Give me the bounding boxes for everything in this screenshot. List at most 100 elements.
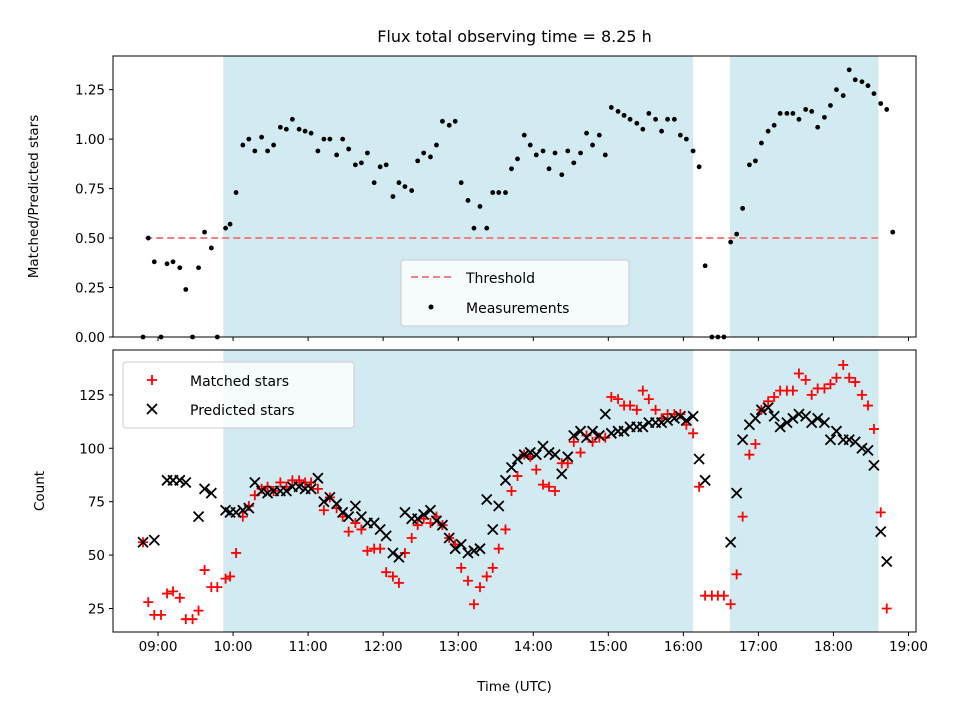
- matched-star-point: [725, 599, 736, 610]
- matched-star-point: [694, 481, 705, 492]
- matched-star-point: [587, 436, 598, 447]
- matched-star-point: [343, 526, 354, 537]
- predicted-star-point: [724, 536, 737, 548]
- predicted-star-point: [806, 416, 818, 429]
- measurement-point: [865, 83, 871, 89]
- measurement-point: [602, 152, 608, 158]
- predicted-star-point: [192, 510, 205, 523]
- matched-star-point: [531, 464, 542, 475]
- measurement-point: [565, 148, 571, 154]
- measurement-point: [365, 150, 370, 156]
- measurement-point: [402, 184, 408, 190]
- predicted-star-point: [655, 416, 668, 429]
- measurement-point: [246, 136, 252, 142]
- legend-predicted-swatch: [146, 403, 158, 415]
- measurement-point: [233, 190, 239, 195]
- matched-star-point: [220, 573, 231, 584]
- x-tick-label: 11:00: [289, 639, 328, 655]
- measurement-point: [640, 126, 646, 132]
- measurement-point: [753, 158, 758, 164]
- measurement-point: [822, 114, 827, 120]
- matched-star-point: [231, 547, 242, 558]
- predicted-star-point: [737, 434, 749, 446]
- predicted-star-point: [137, 536, 149, 548]
- chart-title: Flux total observing time = 8.25 h: [377, 27, 652, 46]
- x-tick-label: 19:00: [889, 639, 928, 655]
- predicted-star-point: [481, 493, 493, 506]
- measurement-point: [734, 231, 740, 237]
- predicted-star-point: [618, 425, 630, 437]
- matched-star-point: [769, 392, 780, 402]
- measurement-point: [164, 261, 170, 267]
- measurement-point: [746, 162, 752, 168]
- matched-star-point: [493, 543, 504, 554]
- y-tick-label: 0.00: [75, 330, 105, 346]
- measurement-point: [321, 136, 327, 142]
- measurement-point: [151, 259, 157, 265]
- measurement-point: [183, 287, 189, 292]
- predicted-star-point: [668, 412, 680, 425]
- predicted-star-point: [599, 408, 611, 420]
- matched-star-point: [787, 385, 798, 396]
- predicted-star-point: [549, 449, 561, 461]
- matched-star-point: [350, 518, 361, 529]
- predicted-star-point: [230, 506, 242, 519]
- measurement-point: [390, 194, 396, 199]
- measurement-point: [859, 79, 865, 85]
- matched-star-point: [881, 603, 892, 614]
- predicted-star-point: [455, 538, 467, 551]
- predicted-star-point: [881, 555, 893, 568]
- measurement-point: [533, 152, 539, 158]
- matched-star-point: [538, 479, 549, 490]
- y-tick-label: 50: [88, 548, 105, 564]
- measurement-point: [815, 124, 821, 130]
- predicted-star-point: [749, 412, 762, 425]
- matched-star-point: [393, 577, 404, 588]
- matched-star-point: [625, 400, 636, 411]
- y-axis-label: Matched/Predicted stars: [26, 115, 42, 278]
- predicted-star-point: [412, 513, 424, 525]
- observing-interval: [729, 350, 879, 632]
- predicted-star-point: [280, 485, 292, 497]
- measurement-point: [846, 67, 852, 73]
- measurement-point: [196, 265, 201, 271]
- y-tick-label: 0.75: [75, 182, 105, 198]
- measurement-point: [340, 136, 346, 142]
- predicted-star-point: [305, 483, 317, 495]
- measurement-point: [840, 93, 846, 98]
- matched-star-point: [831, 372, 842, 383]
- matched-star-point: [225, 571, 236, 582]
- predicted-star-point: [205, 487, 217, 499]
- measurement-point: [302, 128, 308, 134]
- legend: Matched stars Predicted stars: [122, 361, 355, 429]
- predicted-star-point: [586, 425, 599, 437]
- matched-star-point: [637, 385, 648, 396]
- measurement-point: [346, 146, 352, 152]
- matched-star-point: [613, 394, 624, 405]
- measurement-point: [696, 164, 702, 170]
- x-tick-label: 13:00: [439, 639, 478, 655]
- matched-star-point: [500, 524, 511, 535]
- count-points: [137, 359, 893, 625]
- measurement-point: [484, 225, 490, 231]
- legend-threshold-label: Threshold: [465, 271, 535, 287]
- matched-star-point: [193, 605, 204, 616]
- predicted-star-point: [530, 449, 542, 461]
- predicted-star-point: [393, 551, 405, 563]
- predicted-star-swatch-mark: [146, 403, 158, 415]
- predicted-star-point: [318, 496, 330, 508]
- predicted-star-point: [543, 446, 555, 459]
- predicted-star-point: [380, 530, 392, 542]
- x-tick-label: 09:00: [139, 639, 178, 655]
- measurement-point: [409, 188, 415, 193]
- measurement-point: [452, 118, 458, 124]
- measurement-point: [809, 109, 815, 114]
- predicted-star-point: [293, 481, 305, 493]
- predicted-star-point: [693, 453, 705, 465]
- matched-star-point: [481, 571, 492, 582]
- matched-star-point: [806, 389, 817, 400]
- predicted-star-point: [343, 510, 355, 523]
- measurement-point: [540, 148, 546, 154]
- matched-star-point: [474, 582, 485, 593]
- predicted-star-point: [511, 453, 524, 465]
